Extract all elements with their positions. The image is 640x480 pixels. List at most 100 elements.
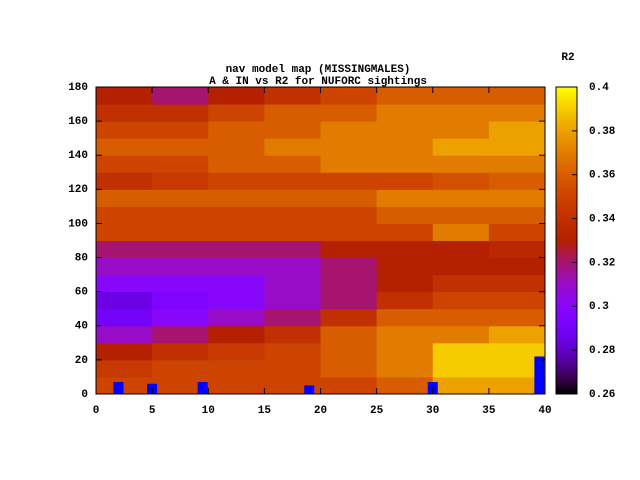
- heat-cell: [320, 257, 378, 276]
- heat-cell: [376, 274, 434, 293]
- heat-cell: [488, 206, 546, 224]
- colorbar-tick-label: 0.3: [589, 301, 609, 313]
- heat-cell: [488, 359, 546, 378]
- heat-cell: [432, 189, 490, 207]
- heat-cell: [96, 291, 153, 310]
- heat-cell: [264, 189, 321, 207]
- heat-cell: [376, 342, 434, 361]
- heat-cell: [432, 274, 490, 293]
- heat-cell: [152, 206, 209, 224]
- heat-cell: [152, 359, 209, 378]
- heat-cell: [264, 121, 321, 139]
- heat-cell: [488, 223, 546, 241]
- heat-cell: [320, 223, 378, 241]
- heat-cell: [208, 291, 265, 310]
- heat-cell: [208, 223, 265, 241]
- y-tick-label: 100: [68, 218, 88, 230]
- heat-cell: [208, 257, 265, 276]
- heat-cell: [152, 240, 209, 259]
- heat-cell: [320, 121, 378, 139]
- heat-cell: [376, 206, 434, 224]
- heat-cell: [264, 257, 321, 276]
- heat-cell: [320, 138, 378, 156]
- heat-cell: [96, 376, 153, 395]
- x-tick-label: 5: [149, 405, 156, 417]
- heat-cell: [96, 206, 153, 224]
- colorbar-tick-label: 0.28: [589, 345, 616, 357]
- heat-cell: [208, 359, 265, 378]
- heat-cell: [432, 206, 490, 224]
- heat-cell: [376, 189, 434, 207]
- heat-cell: [264, 359, 321, 378]
- heat-cell: [208, 172, 265, 190]
- heat-cell: [320, 325, 378, 344]
- colorbar-tick-label: 0.32: [589, 257, 615, 269]
- heat-cell: [264, 240, 321, 259]
- heat-cell: [320, 206, 378, 224]
- heat-cell: [488, 257, 546, 276]
- heat-cell: [96, 189, 153, 207]
- heat-cell: [152, 189, 209, 207]
- x-tick-label: 35: [482, 405, 496, 417]
- heat-cell: [432, 172, 490, 190]
- heat-cell: [432, 376, 490, 395]
- heat-cell: [376, 223, 434, 241]
- heat-cell: [376, 291, 434, 310]
- heat-cell: [488, 189, 546, 207]
- heat-cell: [96, 308, 153, 327]
- heat-cell: [376, 376, 434, 395]
- chart-subtitle: A & IN vs R2 for NUFORC sightings: [209, 76, 427, 88]
- heat-cell: [432, 359, 490, 378]
- heat-cell: [488, 138, 546, 156]
- heat-cell: [320, 342, 378, 361]
- heat-cell: [320, 189, 378, 207]
- marker-bar: [113, 382, 124, 394]
- heat-cell: [488, 155, 546, 173]
- marker-bar: [197, 382, 208, 394]
- heat-cell: [208, 104, 265, 122]
- heat-cell: [376, 121, 434, 139]
- y-tick-label: 120: [68, 184, 88, 196]
- heat-cell: [152, 291, 209, 310]
- heat-cell: [96, 223, 153, 241]
- heat-cell: [152, 223, 209, 241]
- heat-cell: [264, 138, 321, 156]
- heat-cell: [96, 359, 153, 378]
- heat-cell: [320, 359, 378, 378]
- x-tick-label: 40: [538, 405, 551, 417]
- colorbar-tick-label: 0.34: [589, 213, 616, 225]
- heat-cell: [376, 308, 434, 327]
- heat-cell: [208, 308, 265, 327]
- heat-cell: [320, 291, 378, 310]
- y-tick-label: 60: [75, 287, 88, 299]
- heat-cell: [96, 155, 153, 173]
- heat-cell: [208, 342, 265, 361]
- chart-title: nav model map (MISSINGMALES): [226, 64, 411, 76]
- x-tick-label: 20: [314, 405, 327, 417]
- colorbar-tick-label: 0.36: [589, 170, 615, 182]
- heat-cell: [376, 104, 434, 122]
- heat-cell: [432, 104, 490, 122]
- heat-cell: [208, 189, 265, 207]
- heat-cell: [488, 104, 546, 122]
- heat-cell: [152, 155, 209, 173]
- heat-cell: [488, 376, 546, 395]
- heat-cell: [152, 325, 209, 344]
- heat-cell: [376, 87, 434, 105]
- heat-cell: [96, 172, 153, 190]
- heat-cell: [264, 206, 321, 224]
- heat-cell: [432, 291, 490, 310]
- heat-cell: [264, 223, 321, 241]
- heat-cell: [96, 121, 153, 139]
- heat-cell: [208, 87, 265, 105]
- heat-cell: [488, 342, 546, 361]
- x-tick-label: 15: [258, 405, 272, 417]
- y-tick-label: 0: [81, 389, 88, 401]
- heat-cell: [96, 274, 153, 293]
- heat-cell: [432, 342, 490, 361]
- heat-cell: [208, 121, 265, 139]
- heat-cell: [264, 325, 321, 344]
- heat-cell: [264, 104, 321, 122]
- heat-cell: [152, 138, 209, 156]
